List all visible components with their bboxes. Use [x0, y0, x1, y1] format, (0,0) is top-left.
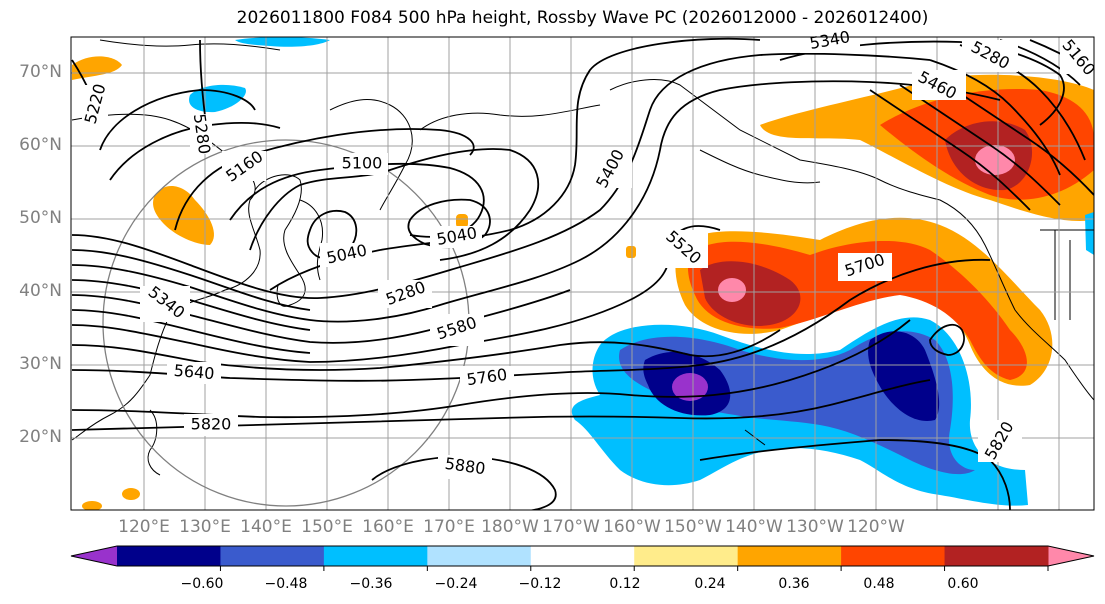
colorbar-segment: [117, 546, 221, 566]
colorbar-tick-label: −0.36: [349, 576, 393, 592]
colorbar-tick-label: 0.36: [778, 576, 810, 592]
contour-label-backgrounds: [82, 37, 1094, 479]
lon-label: 120°W: [847, 517, 905, 537]
colorbar-tick-label: 0.24: [694, 576, 726, 592]
colorbar-segment: [944, 546, 1049, 566]
colorbar-tick-label: −0.24: [434, 576, 478, 592]
lon-label: 170°W: [542, 517, 600, 537]
colorbar-segment: [634, 546, 739, 566]
colorbar-extend-right: [1048, 546, 1094, 566]
lon-label: 140°E: [240, 517, 292, 537]
colorbar-tick-label: 0.48: [863, 576, 895, 592]
colorbar-tick-label: −0.60: [180, 576, 224, 592]
lat-label: 60°N: [19, 135, 62, 155]
colorbar-segment: [323, 546, 428, 566]
colorbar-outline: [70, 545, 1095, 567]
contour-label: 5640: [173, 361, 215, 383]
lon-label: 180°W: [481, 517, 539, 537]
lat-label: 30°N: [19, 354, 62, 374]
lon-label: 140°W: [725, 517, 783, 537]
lon-label: 120°E: [118, 517, 170, 537]
colorbar-segment: [220, 546, 325, 566]
coastlines: [71, 39, 1094, 476]
positive-anomaly-shading: [72, 56, 1094, 510]
lat-label: 40°N: [19, 281, 62, 301]
colorbar: [70, 545, 1095, 571]
colorbar-tick-label: 0.12: [609, 576, 641, 592]
lon-label: 170°E: [423, 517, 475, 537]
colorbar-segment: [530, 546, 635, 566]
colorbar-tick-label: −0.12: [518, 576, 562, 592]
colorbar-segment: [427, 546, 532, 566]
lon-label: 160°E: [362, 517, 414, 537]
lon-label: 130°W: [786, 517, 844, 537]
lon-label: 160°W: [603, 517, 661, 537]
lon-label: 150°E: [301, 517, 353, 537]
lon-label: 150°W: [664, 517, 722, 537]
contour-label: 5100: [342, 154, 383, 173]
lat-label: 20°N: [19, 427, 62, 447]
colorbar-tick-label: 0.60: [947, 576, 979, 592]
colorbar-segment: [737, 546, 842, 566]
colorbar-segment: [841, 546, 946, 566]
lat-label: 50°N: [19, 208, 62, 228]
colorbar-extend-left: [71, 546, 117, 566]
lon-label: 130°E: [179, 517, 231, 537]
lat-label: 70°N: [19, 62, 62, 82]
colorbar-tick-label: −0.48: [264, 576, 308, 592]
contour-label: 5820: [191, 415, 232, 434]
map-title: 2026011800 F084 500 hPa height, Rossby W…: [236, 8, 929, 28]
map-frame: [70, 36, 1095, 511]
